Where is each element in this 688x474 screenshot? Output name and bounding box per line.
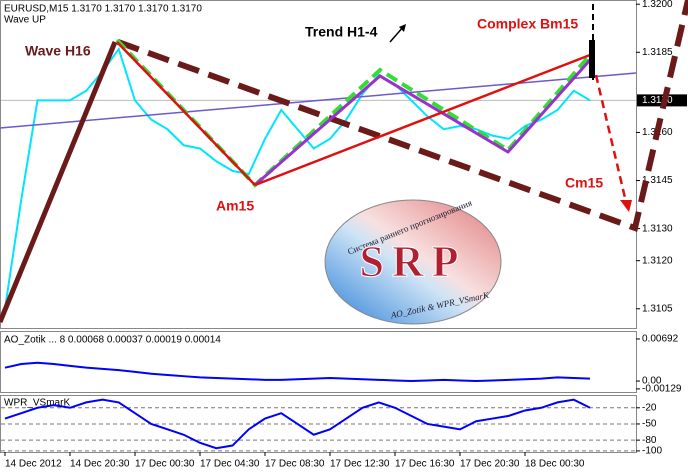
x-tick-label: 17 Dec 16:30 (395, 459, 455, 470)
wpr-title: WPR_VSmarK (4, 398, 70, 409)
x-tick-label: 17 Dec 12:30 (330, 459, 390, 470)
series-line (4, 398, 591, 450)
logo-letters: SRP (359, 237, 466, 286)
logo: Система раннего прогнозирования SRP AO_Z… (324, 198, 502, 325)
wave-drawings (0, 0, 688, 323)
y-tick-label: 1.3130 (642, 223, 673, 234)
y-tick-label: 1.3105 (642, 303, 673, 314)
y-tick-label: -0.00129 (642, 384, 682, 395)
series-line (4, 361, 591, 383)
y-tick-label: 1.3145 (642, 175, 673, 186)
x-tick-label: 17 Dec 08:30 (265, 459, 325, 470)
x-tick-label: 14 Dec 2012 (5, 459, 62, 470)
y-tick-label: -100 (642, 446, 662, 457)
y-tick-label: 1.3185 (642, 47, 673, 58)
ao-title: AO_Zotik ... 8 0.00068 0.00037 0.00019 0… (4, 335, 221, 346)
annotation: Trend H1-4 (305, 24, 378, 40)
y-tick-label: -80 (642, 435, 657, 446)
y-tick-label: 1.3200 (642, 0, 673, 10)
annotation: Am15 (216, 198, 254, 214)
symbol-line: EURUSD,M15 1.3170 1.3170 1.3170 1.3170 (4, 4, 202, 15)
main-panel (0, 0, 637, 329)
annotation: Cm15 (565, 175, 603, 191)
x-tick-label: 17 Dec 20:30 (460, 459, 520, 470)
annotation: Wave H16 (25, 43, 91, 59)
ao-panel (0, 331, 637, 393)
indicator-name: Wave UP (4, 15, 46, 26)
x-tick-label: 17 Dec 04:30 (200, 459, 260, 470)
y-tick-label: 1.3120 (642, 255, 673, 266)
y-tick-label: 0.00692 (642, 334, 679, 345)
annotations: Wave H16 Trend H1-4 Complex Bm15 Am15 Cm15 (25, 16, 603, 214)
x-tick-label: 17 Dec 00:30 (135, 459, 195, 470)
y-tick-label: -50 (642, 419, 657, 430)
x-tick-label: 18 Dec 00:30 (525, 459, 585, 470)
y-tick-label: -20 (642, 402, 657, 413)
x-tick-label: 14 Dec 20:30 (70, 459, 130, 470)
y-tick-label: 0.00 (642, 376, 662, 387)
last-price-label: 1.3170 (642, 95, 673, 106)
annotation: Complex Bm15 (477, 16, 578, 32)
